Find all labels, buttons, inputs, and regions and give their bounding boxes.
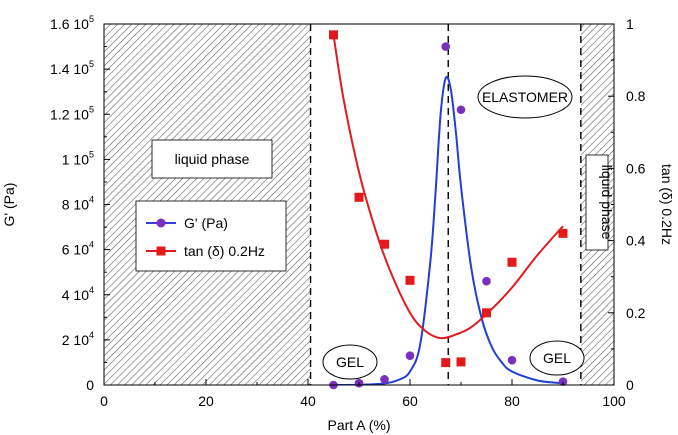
gel-left-text: GEL bbox=[336, 354, 364, 370]
gel-right-annotation: GEL bbox=[529, 340, 585, 376]
liquid-phase-right-annotation: liquid phase bbox=[585, 154, 615, 251]
legend: G' (Pa) tan (δ) 0.2Hz bbox=[135, 200, 287, 272]
x-tick-label: 60 bbox=[402, 393, 418, 409]
liquid-phase-left-annotation: liquid phase bbox=[151, 139, 273, 179]
axis-ticks bbox=[103, 23, 615, 386]
y-left-tick-label: 1.6 105 bbox=[50, 14, 94, 32]
x-tick-label: 20 bbox=[198, 393, 214, 409]
tan-delta-point bbox=[507, 257, 517, 267]
y-right-tick-label: 0 bbox=[626, 377, 634, 393]
gel-right-text: GEL bbox=[543, 350, 571, 366]
y-right-tick-label: 0.6 bbox=[626, 160, 646, 176]
x-tick-label: 40 bbox=[300, 393, 316, 409]
y-left-tick-label: 2 104 bbox=[62, 330, 94, 348]
phase-boundaries bbox=[309, 24, 582, 385]
y-right-tick-label: 0.2 bbox=[626, 305, 646, 321]
fit-curves bbox=[332, 34, 564, 385]
y-right-tick-label: 0.4 bbox=[626, 233, 646, 249]
y-right-axis-label: tan (δ) 0.2Hz bbox=[659, 164, 675, 245]
elastomer-annotation: ELASTOMER bbox=[477, 75, 573, 119]
g-prime-point bbox=[456, 105, 466, 115]
legend-label-g-prime: G' (Pa) bbox=[184, 215, 228, 231]
tan-delta-point bbox=[405, 275, 415, 285]
tan-delta-point bbox=[354, 192, 364, 202]
legend-entry-g-prime: G' (Pa) bbox=[146, 215, 228, 231]
g-prime-point bbox=[558, 377, 568, 386]
y-left-axis-label: G' (Pa) bbox=[1, 183, 17, 227]
elastomer-text: ELASTOMER bbox=[482, 89, 568, 105]
tan-delta-point bbox=[380, 239, 389, 249]
g-prime-point bbox=[380, 375, 389, 384]
tan-delta-point bbox=[456, 357, 466, 367]
legend-entry-tan-delta: tan (δ) 0.2Hz bbox=[146, 243, 265, 259]
liquid-phase-left-text: liquid phase bbox=[175, 151, 250, 167]
tan-delta-point bbox=[329, 30, 338, 40]
g-prime-point bbox=[441, 42, 451, 51]
x-tick-label: 0 bbox=[100, 393, 108, 409]
tan-delta-point bbox=[482, 308, 491, 318]
x-tick-label: 100 bbox=[602, 393, 626, 409]
g-prime-point bbox=[507, 355, 517, 365]
y-left-tick-label: 8 104 bbox=[62, 195, 94, 213]
tan-delta-point bbox=[441, 358, 451, 368]
y-left-tick-label: 1.2 105 bbox=[50, 104, 94, 122]
x-tick-label: 80 bbox=[504, 393, 520, 409]
g-prime-fit-curve bbox=[333, 75, 564, 385]
g-prime-point bbox=[482, 276, 491, 286]
y-left-tick-label: 4 104 bbox=[62, 285, 94, 303]
y-left-tick-label: 1 105 bbox=[62, 149, 94, 167]
liquid-phase-right-text: liquid phase bbox=[599, 165, 615, 240]
x-axis-label: Part A (%) bbox=[327, 417, 390, 433]
y-left-tick-label: 0 bbox=[86, 377, 94, 393]
tan-delta-fit-curve bbox=[332, 34, 564, 340]
tan-delta-point bbox=[558, 228, 568, 238]
g-prime-point bbox=[405, 351, 415, 360]
legend-label-tan-delta: tan (δ) 0.2Hz bbox=[184, 243, 265, 259]
y-right-tick-label: 0.8 bbox=[626, 88, 646, 104]
y-left-tick-label: 6 104 bbox=[62, 240, 94, 258]
y-left-tick-label: 1.4 105 bbox=[50, 59, 94, 77]
gel-left-annotation: GEL bbox=[322, 344, 378, 380]
y-right-tick-label: 1 bbox=[626, 16, 634, 32]
